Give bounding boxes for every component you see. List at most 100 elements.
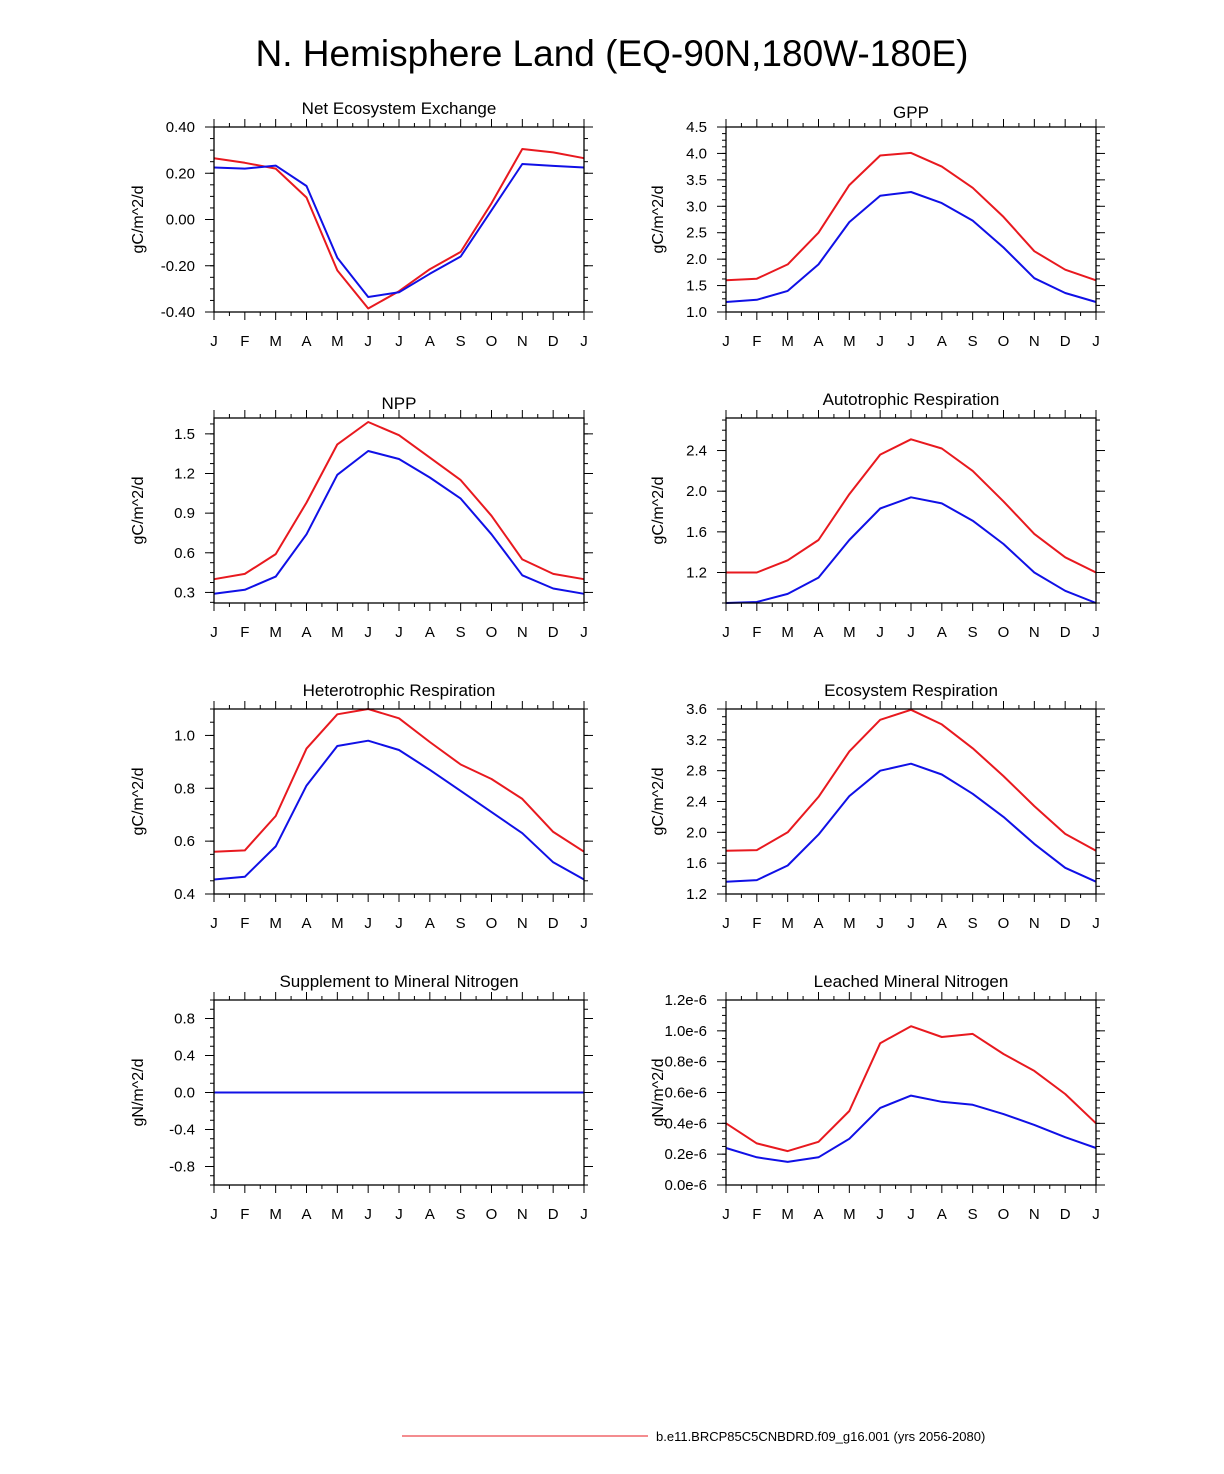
x-tick-label: J xyxy=(395,333,403,350)
x-tick-label: J xyxy=(210,333,218,350)
panel-1: J F M A M J J A S O N D J -0.40 -0.20 0.00 0.20 0.40 Net E… xyxy=(130,99,593,350)
x-tick-label: A xyxy=(937,333,947,350)
series-blue-line xyxy=(213,450,585,595)
x-tick-label: D xyxy=(548,915,559,932)
panel-title: Net Ecosystem Exchange xyxy=(302,99,497,118)
y-tick-label: 1.0e-6 xyxy=(664,1023,707,1040)
x-tick-label: O xyxy=(486,333,498,350)
panel-3: J F M A M J J A S O N D J 0.3 0.6 0.9 1.2 1.5 NPP gC/m^2/d xyxy=(130,394,593,641)
x-tick-label: N xyxy=(1029,915,1040,932)
x-tick-label: J xyxy=(907,1206,915,1223)
x-tick-label: F xyxy=(752,624,761,641)
x-tick-label: A xyxy=(425,333,435,350)
panel-title: NPP xyxy=(382,394,417,413)
panel-8: J F M A M J J A S O N D J 0.0e-6 0.2e-6 0.4e-6 0.6e-6 0.8… xyxy=(650,972,1105,1223)
x-tick-label: O xyxy=(486,624,498,641)
series-red-line xyxy=(213,708,585,853)
x-tick-label: D xyxy=(548,333,559,350)
series-blue-line xyxy=(725,1094,1097,1163)
x-tick-label: M xyxy=(331,333,344,350)
series-red-line xyxy=(725,151,1097,282)
y-axis-label: gC/m^2/d xyxy=(130,477,147,545)
x-tick-label: O xyxy=(998,624,1010,641)
y-tick-label: 1.2 xyxy=(174,466,195,483)
x-tick-label: A xyxy=(813,1206,823,1223)
legend-label: b.e11.BRCP85C5CNBDRD.f09_g16.001 (yrs 20… xyxy=(656,1429,985,1444)
x-tick-label: J xyxy=(364,333,372,350)
x-tick-label: J xyxy=(580,624,588,641)
y-tick-label: 0.4 xyxy=(174,886,195,903)
y-tick-label: 1.5 xyxy=(686,278,707,295)
panels: J F M A M J J A S O N D J -0.40 -0.20 0.00 0.20 0.40 Net E… xyxy=(130,99,1105,1223)
x-tick-label: J xyxy=(722,333,730,350)
y-axis-label: gC/m^2/d xyxy=(650,768,667,836)
y-tick-label: 0.0e-6 xyxy=(664,1177,707,1194)
x-tick-label: D xyxy=(1060,333,1071,350)
x-tick-label: A xyxy=(937,624,947,641)
y-axis-label: gN/m^2/d xyxy=(650,1059,667,1127)
y-tick-label: 0.8 xyxy=(174,1011,195,1028)
legend: b.e11.BRCP85C5CNBDRD.f09_g16.001 (yrs 20… xyxy=(402,1429,985,1444)
plot-frame xyxy=(213,417,585,604)
x-tick-label: S xyxy=(968,624,978,641)
series-blue-line xyxy=(213,739,585,881)
x-tick-label: M xyxy=(331,1206,344,1223)
panel-4: J F M A M J J A S O N D J 1.2 1.6 2.0 2.4 Autotrophic Res… xyxy=(650,390,1105,641)
x-tick-label: M xyxy=(269,624,282,641)
x-tick-label: O xyxy=(998,1206,1010,1223)
panel-title: Ecosystem Respiration xyxy=(824,681,998,700)
y-tick-label: -0.4 xyxy=(169,1122,195,1139)
panel-title: Heterotrophic Respiration xyxy=(303,681,496,700)
x-tick-label: J xyxy=(364,1206,372,1223)
y-tick-label: 1.6 xyxy=(686,524,707,541)
y-tick-label: 2.5 xyxy=(686,225,707,242)
x-tick-label: A xyxy=(301,1206,311,1223)
y-tick-label: 3.2 xyxy=(686,732,707,749)
x-tick-label: J xyxy=(210,624,218,641)
x-tick-label: M xyxy=(781,1206,794,1223)
x-tick-label: D xyxy=(548,624,559,641)
y-tick-label: 2.0 xyxy=(686,483,707,500)
x-tick-label: M xyxy=(781,333,794,350)
x-tick-label: F xyxy=(752,1206,761,1223)
x-tick-label: A xyxy=(301,624,311,641)
x-tick-label: J xyxy=(580,333,588,350)
y-tick-label: 1.6 xyxy=(686,855,707,872)
x-tick-label: A xyxy=(813,624,823,641)
x-tick-label: A xyxy=(937,915,947,932)
x-tick-label: F xyxy=(240,624,249,641)
y-tick-label: 1.0 xyxy=(174,727,195,744)
x-tick-label: N xyxy=(517,1206,528,1223)
x-tick-label: J xyxy=(364,624,372,641)
x-tick-label: J xyxy=(210,1206,218,1223)
x-tick-label: J xyxy=(1092,915,1100,932)
x-tick-label: D xyxy=(548,1206,559,1223)
x-tick-label: J xyxy=(907,333,915,350)
y-axis-label: gC/m^2/d xyxy=(130,186,147,254)
x-tick-label: N xyxy=(517,624,528,641)
series-red-line xyxy=(213,148,585,310)
x-tick-label: J xyxy=(395,624,403,641)
series-blue-line xyxy=(725,496,1097,604)
x-tick-label: O xyxy=(486,1206,498,1223)
x-tick-label: F xyxy=(752,333,761,350)
y-tick-label: 0.6 xyxy=(174,833,195,850)
x-tick-label: N xyxy=(517,333,528,350)
y-tick-label: -0.20 xyxy=(161,258,195,275)
x-tick-label: A xyxy=(425,1206,435,1223)
panel-title: Supplement to Mineral Nitrogen xyxy=(279,972,518,991)
x-tick-label: M xyxy=(331,624,344,641)
panel-title: GPP xyxy=(893,103,929,122)
x-tick-label: J xyxy=(907,915,915,932)
x-tick-label: O xyxy=(998,915,1010,932)
panel-6: J F M A M J J A S O N D J 1.2 1.6 2.0 2.4 2.8 3.2 3.6 Ecosys… xyxy=(650,681,1105,932)
x-tick-label: S xyxy=(456,333,466,350)
panel-2: J F M A M J J A S O N D J 1.0 1.5 2.0 2.5 3.0 3.5 4.0 4.5 GPP… xyxy=(650,103,1105,350)
y-tick-label: 2.0 xyxy=(686,251,707,268)
y-tick-label: 2.4 xyxy=(686,443,707,460)
y-tick-label: 3.5 xyxy=(686,172,707,189)
x-tick-label: D xyxy=(1060,915,1071,932)
y-tick-label: 0.2e-6 xyxy=(664,1146,707,1163)
x-tick-label: M xyxy=(781,624,794,641)
y-tick-label: 0.4e-6 xyxy=(664,1115,707,1132)
